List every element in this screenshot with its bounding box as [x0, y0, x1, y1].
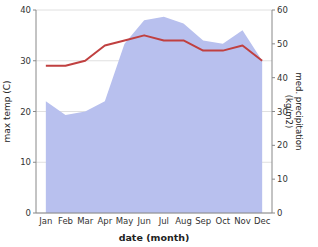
y2-tick — [272, 179, 275, 180]
y2-tick-label: 60 — [277, 5, 288, 15]
x-tick-label: Nov — [234, 216, 251, 226]
x-tick-label: Dec — [254, 216, 271, 226]
x-tick-label: Jan — [38, 216, 52, 226]
temperature-line — [46, 35, 262, 65]
chart-container: Jan Feb MarApr MayJun Jul AugSep Oct NovDec 0 10 2… — [0, 0, 318, 247]
plot-area — [46, 17, 262, 213]
y2-tick — [272, 213, 275, 214]
y-tick-label: 30 — [20, 56, 31, 66]
y2-tick — [272, 43, 275, 44]
y2-tick-label: 20 — [277, 140, 288, 150]
x-tick-label: Aug — [175, 216, 192, 226]
y2-axis-label-line: med. precipitation — [294, 73, 304, 151]
y2-axis-label-line: (kg/m2) — [284, 95, 294, 129]
chart-svg: Jan Feb MarApr MayJun Jul AugSep Oct NovDec 0 10 2… — [0, 0, 318, 247]
y2-tick — [272, 10, 275, 11]
x-tick-label: Apr — [97, 216, 112, 226]
y-tick-label: 10 — [20, 157, 31, 167]
y-tick — [33, 213, 36, 214]
x-tick-label: Sep — [195, 216, 211, 226]
y-tick-label: 0 — [26, 208, 31, 218]
y-axis-label: max temp (C) — [2, 80, 12, 142]
grid-line — [36, 213, 272, 214]
y2-tick-label: 50 — [277, 39, 288, 49]
x-tick-label: Oct — [215, 216, 230, 226]
x-axis-line — [36, 213, 272, 214]
y-tick-label: 40 — [20, 5, 31, 15]
y-tick — [33, 162, 36, 163]
y2-axis-label: med. precipitation(kg/m2) — [284, 73, 304, 151]
x-tick-label: Jun — [137, 216, 151, 226]
x-axis-label: date (month) — [119, 232, 190, 243]
x-tick-label: Mar — [77, 216, 94, 226]
y2-tick-label: 40 — [277, 73, 288, 83]
y-tick — [33, 111, 36, 112]
y-tick — [33, 60, 36, 61]
y-tick — [33, 10, 36, 11]
x-tick-label: Jul — [158, 216, 169, 226]
y2-tick-label: 10 — [277, 174, 288, 184]
x-tick-label: May — [116, 216, 134, 226]
y2-tick-label: 0 — [277, 208, 282, 218]
y2-tick — [272, 145, 275, 146]
precipitation-area — [46, 17, 262, 213]
y-tick-label: 20 — [20, 107, 31, 117]
grid-line — [36, 10, 272, 11]
x-tick-label: Feb — [58, 216, 73, 226]
y2-tick — [272, 111, 275, 112]
y2-tick — [272, 77, 275, 78]
